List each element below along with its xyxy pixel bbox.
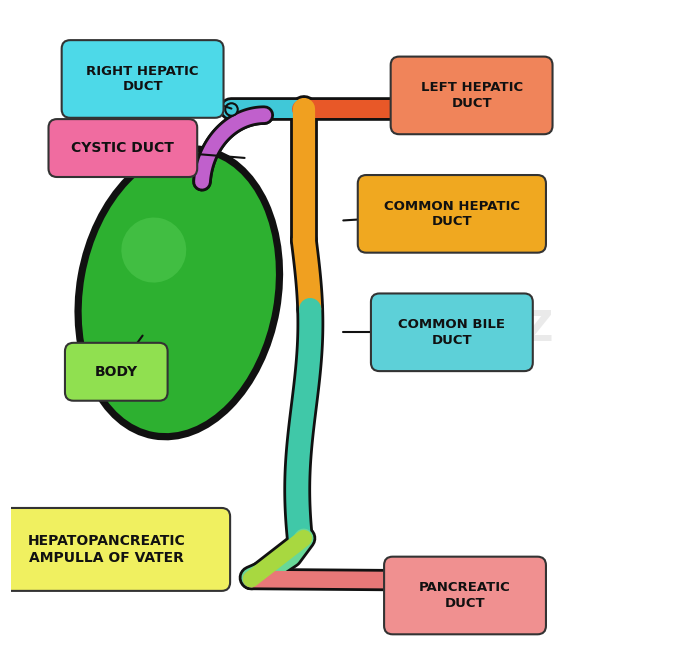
FancyBboxPatch shape [62, 40, 224, 118]
FancyBboxPatch shape [391, 57, 553, 134]
Text: NAZ: NAZ [456, 308, 554, 350]
Ellipse shape [121, 218, 186, 282]
Text: MED: MED [103, 308, 208, 350]
FancyBboxPatch shape [0, 508, 230, 591]
FancyBboxPatch shape [358, 175, 546, 253]
FancyBboxPatch shape [371, 293, 533, 371]
Text: RIGHT HEPATIC
DUCT: RIGHT HEPATIC DUCT [86, 64, 199, 93]
Ellipse shape [74, 145, 283, 440]
Text: COMMON HEPATIC
DUCT: COMMON HEPATIC DUCT [384, 199, 520, 228]
FancyBboxPatch shape [48, 119, 197, 177]
Text: COMMON BILE
DUCT: COMMON BILE DUCT [398, 318, 505, 347]
FancyBboxPatch shape [65, 343, 167, 401]
Text: PANCREATIC
DUCT: PANCREATIC DUCT [419, 581, 511, 610]
FancyBboxPatch shape [384, 557, 546, 634]
Text: BODY: BODY [95, 365, 138, 379]
Text: CYSTIC DUCT: CYSTIC DUCT [71, 141, 174, 155]
Text: HEPATOPANCREATIC
AMPULLA OF VATER: HEPATOPANCREATIC AMPULLA OF VATER [27, 534, 185, 565]
Ellipse shape [82, 153, 276, 433]
Text: LEFT HEPATIC
DUCT: LEFT HEPATIC DUCT [420, 81, 523, 110]
